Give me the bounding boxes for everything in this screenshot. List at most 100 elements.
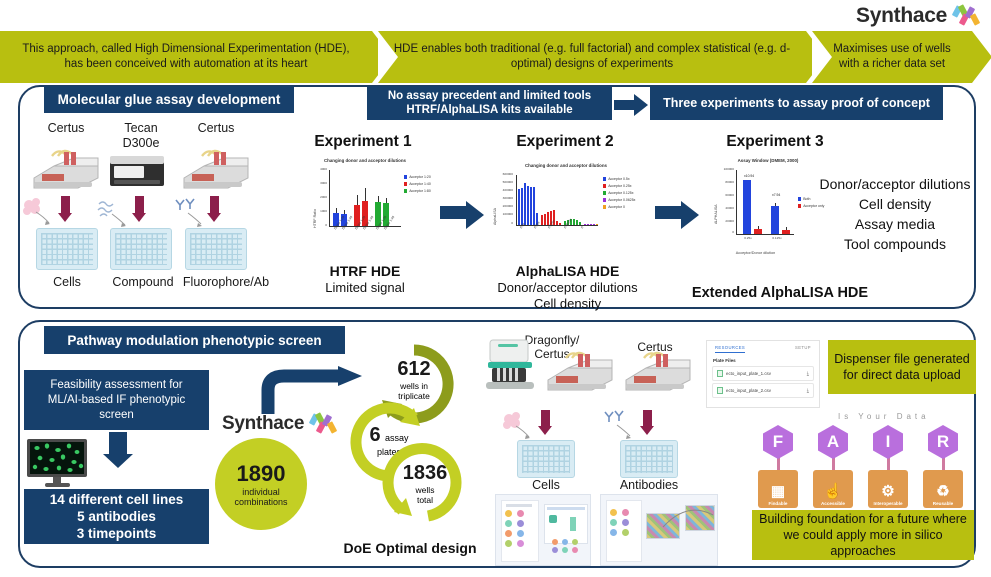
fair-label-reusable: Reusable xyxy=(932,501,954,506)
microplate-cells xyxy=(36,228,98,270)
chevron-step-2: HDE enables both traditional (e.g. full … xyxy=(378,31,826,83)
experiment-2-title: Experiment 2 xyxy=(516,133,614,150)
globe-gear-icon: ⚙ xyxy=(881,483,895,500)
plate-files-heading: Plate Files xyxy=(713,358,736,363)
doe-optimal-design-caption: DoE Optimal design xyxy=(343,540,477,556)
device-label-certus-3: Certus xyxy=(637,340,673,354)
device-label-certus-2: Certus xyxy=(197,121,235,135)
fair-box-interoperable: ⚙ Interoperable xyxy=(868,470,908,508)
combinations-line1: individual xyxy=(242,487,280,497)
fair-label-findable: Findable xyxy=(768,501,788,506)
output-label-compound: Compound xyxy=(112,275,174,289)
microscope-monitor-icon xyxy=(27,439,87,487)
microplate-cells-2 xyxy=(517,440,575,478)
fair-stem-i xyxy=(887,452,890,474)
certus-device-icon-4 xyxy=(625,351,691,391)
fair-box-findable: ▦ Findable xyxy=(758,470,798,508)
flow-arrow-to-scope xyxy=(103,432,133,468)
experiment-1-subcaption: Limited signal xyxy=(325,280,405,295)
ring-6-value: 6 xyxy=(369,424,381,446)
ring-6-line1: assay xyxy=(385,433,409,443)
fair-box-accessible: ☝ Accessible xyxy=(813,470,853,508)
experiment-2-caption: AlphaLISA HDE xyxy=(515,263,620,279)
microplate-compound xyxy=(110,228,172,270)
factor-donor-acceptor: Donor/acceptor dilutions xyxy=(819,176,971,192)
ring-612-text: 612 wells in triplicate xyxy=(382,358,446,401)
fair-box-reusable: ♻ Reusable xyxy=(923,470,963,508)
fair-label-accessible: Accessible xyxy=(820,501,845,506)
workflow-screenshot-cells xyxy=(495,494,591,566)
certus-device-icon-1 xyxy=(33,149,99,189)
ring-1836-value: 1836 xyxy=(402,462,448,484)
experiment-2-subcaption: Donor/acceptor dilutions Cell density xyxy=(497,280,638,311)
workflow-screenshot-antibodies xyxy=(600,494,718,566)
future-in-silico-note: Building foundation for a future where w… xyxy=(752,510,974,560)
compound-molecule-icon xyxy=(97,201,126,227)
feasibility-assessment-box: Feasibility assessment for ML/AI-based I… xyxy=(24,370,209,430)
brand-name-secondary: Synthace xyxy=(222,413,305,434)
output-label-fluorophore: Fluorophore/Ab xyxy=(182,275,270,289)
chart-experiment-1: Changing donor and acceptor dilutions HT… xyxy=(305,158,431,256)
experiment-3-caption: Extended AlphaLISA HDE xyxy=(691,285,869,301)
microplate-fluorophore xyxy=(185,228,247,270)
ring-1836-text: 1836 wells total xyxy=(390,462,460,505)
dispenser-file-note: Dispenser file generated for direct data… xyxy=(828,340,976,394)
chart-experiment-3: Assay Window (DMEM, 2000) ALPHALISA 1000… xyxy=(708,158,828,268)
synthace-logo-secondary: Synthace xyxy=(222,412,979,435)
fair-label-interoperable: Interoperable xyxy=(873,501,903,506)
factor-tool-compounds: Tool compounds xyxy=(844,236,946,252)
device-label-tecan: Tecan D300e xyxy=(122,121,160,150)
ring-6-text: 6 assay plates xyxy=(352,424,426,457)
combinations-value: 1890 xyxy=(236,461,286,486)
chevron-step-3: Maximises use of wells with a richer dat… xyxy=(812,31,991,83)
device-label-dragonfly-certus: Dragonfly/Certus xyxy=(524,333,580,361)
tecan-d300e-device-icon xyxy=(110,156,164,186)
antibody-icon-2 xyxy=(604,410,631,439)
arrow-header-mid-to-right xyxy=(614,94,648,116)
file-row-1[interactable]: ecto_input_plate_1.csv ⤓ xyxy=(712,366,814,381)
certus-device-icon-2 xyxy=(183,149,249,189)
cell-cluster-icon-2 xyxy=(503,412,530,439)
csv-file-icon-1 xyxy=(717,370,723,377)
file-name-1: ecto_input_plate_1.csv xyxy=(726,371,771,376)
combinations-circle: 1890 individual combinations xyxy=(215,438,307,530)
output-label-cells: Cells xyxy=(53,275,81,289)
combinations-line2: combinations xyxy=(234,497,288,507)
output-label-antibodies: Antibodies xyxy=(619,478,679,492)
file-row-2[interactable]: ecto_input_plate_2.csv ⤓ xyxy=(712,383,814,398)
flow-arrow-cells-2 xyxy=(538,410,553,435)
ring-1836-line2: total xyxy=(416,495,434,505)
flow-arrow-antibodies-2 xyxy=(640,410,655,435)
arrow-exp1-to-exp2 xyxy=(440,198,484,229)
cell-cluster-icon xyxy=(23,198,50,225)
header-molecular-glue: Molecular glue assay development xyxy=(44,86,294,113)
ring-1836-line1: wells xyxy=(415,485,435,495)
chevron-banner: This approach, called High Dimensional E… xyxy=(0,31,991,83)
grid-search-icon: ▦ xyxy=(770,483,786,500)
output-label-cells-2: Cells xyxy=(532,478,560,492)
screen-scope-box: 14 different cell lines 5 antibodies 3 t… xyxy=(24,489,209,544)
device-label-certus-1: Certus xyxy=(47,121,85,135)
synthace-x-mark-icon-secondary xyxy=(308,412,338,435)
download-icon-2[interactable]: ⤓ xyxy=(806,387,809,394)
flow-arrow-fluorophore xyxy=(207,196,222,222)
fair-stem-r xyxy=(942,452,945,474)
dragonfly-device-icon xyxy=(486,339,534,389)
tab-resources[interactable]: RESOURCES xyxy=(715,345,746,353)
brand-name: Synthace xyxy=(856,4,947,27)
synthace-x-mark-icon xyxy=(951,4,981,27)
resources-file-panel[interactable]: RESOURCES SETUP Plate Files ecto_input_p… xyxy=(706,340,820,408)
factor-cell-density: Cell density xyxy=(858,196,932,212)
experiment-1-caption: HTRF HDE xyxy=(329,263,401,279)
arrow-exp2-to-exp3 xyxy=(655,198,699,229)
hand-tap-icon: ☝ xyxy=(823,483,843,500)
ring-6-plates xyxy=(350,402,420,482)
header-no-assay-precedent: No assay precedent and limited tools HTR… xyxy=(367,86,612,120)
download-icon-1[interactable]: ⤓ xyxy=(806,370,809,377)
chart-experiment-2: Changing donor and acceptor dilutions Al… xyxy=(485,163,647,263)
ring-612-value: 612 xyxy=(397,358,431,380)
tab-setup[interactable]: SETUP xyxy=(795,345,811,350)
csv-file-icon-2 xyxy=(717,387,723,394)
experiment-1-title: Experiment 1 xyxy=(314,133,412,150)
factor-assay-media: Assay media xyxy=(854,216,936,232)
